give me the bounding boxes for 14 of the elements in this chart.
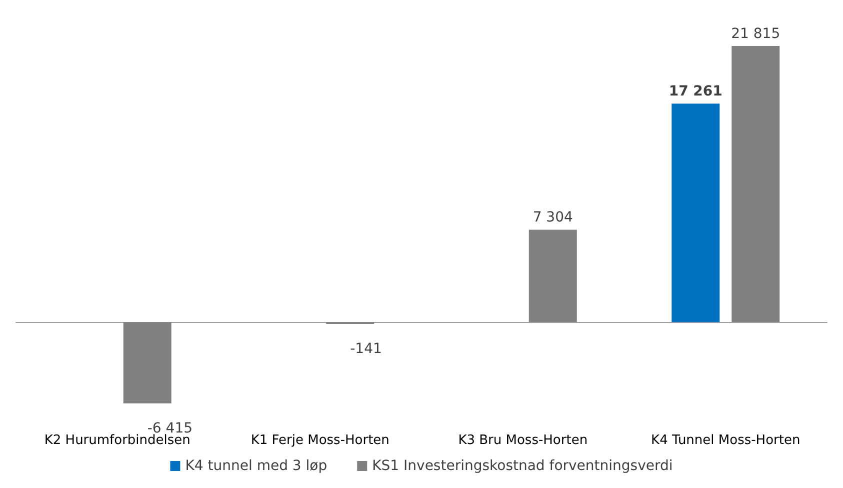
bar	[732, 46, 780, 322]
x-tick-label: K3 Bru Moss-Horten	[458, 433, 588, 448]
legend-label: KS1 Investeringskostnad forventningsverdi	[372, 458, 673, 474]
data-label: -141	[350, 340, 382, 357]
bar	[123, 322, 172, 404]
data-label: 7 304	[532, 210, 573, 226]
data-label: 21 815	[731, 26, 780, 42]
data-label: 17 261	[668, 84, 722, 100]
x-tick-label: K2 Hurumforbindelsen	[44, 433, 190, 448]
legend-label: K4 tunnel med 3 løp	[185, 458, 328, 474]
x-tick-label: K4 Tunnel Moss-Horten	[651, 433, 800, 448]
x-tick-label: K1 Ferje Moss-Horten	[250, 433, 390, 448]
bar	[672, 104, 720, 322]
bar	[528, 230, 577, 322]
